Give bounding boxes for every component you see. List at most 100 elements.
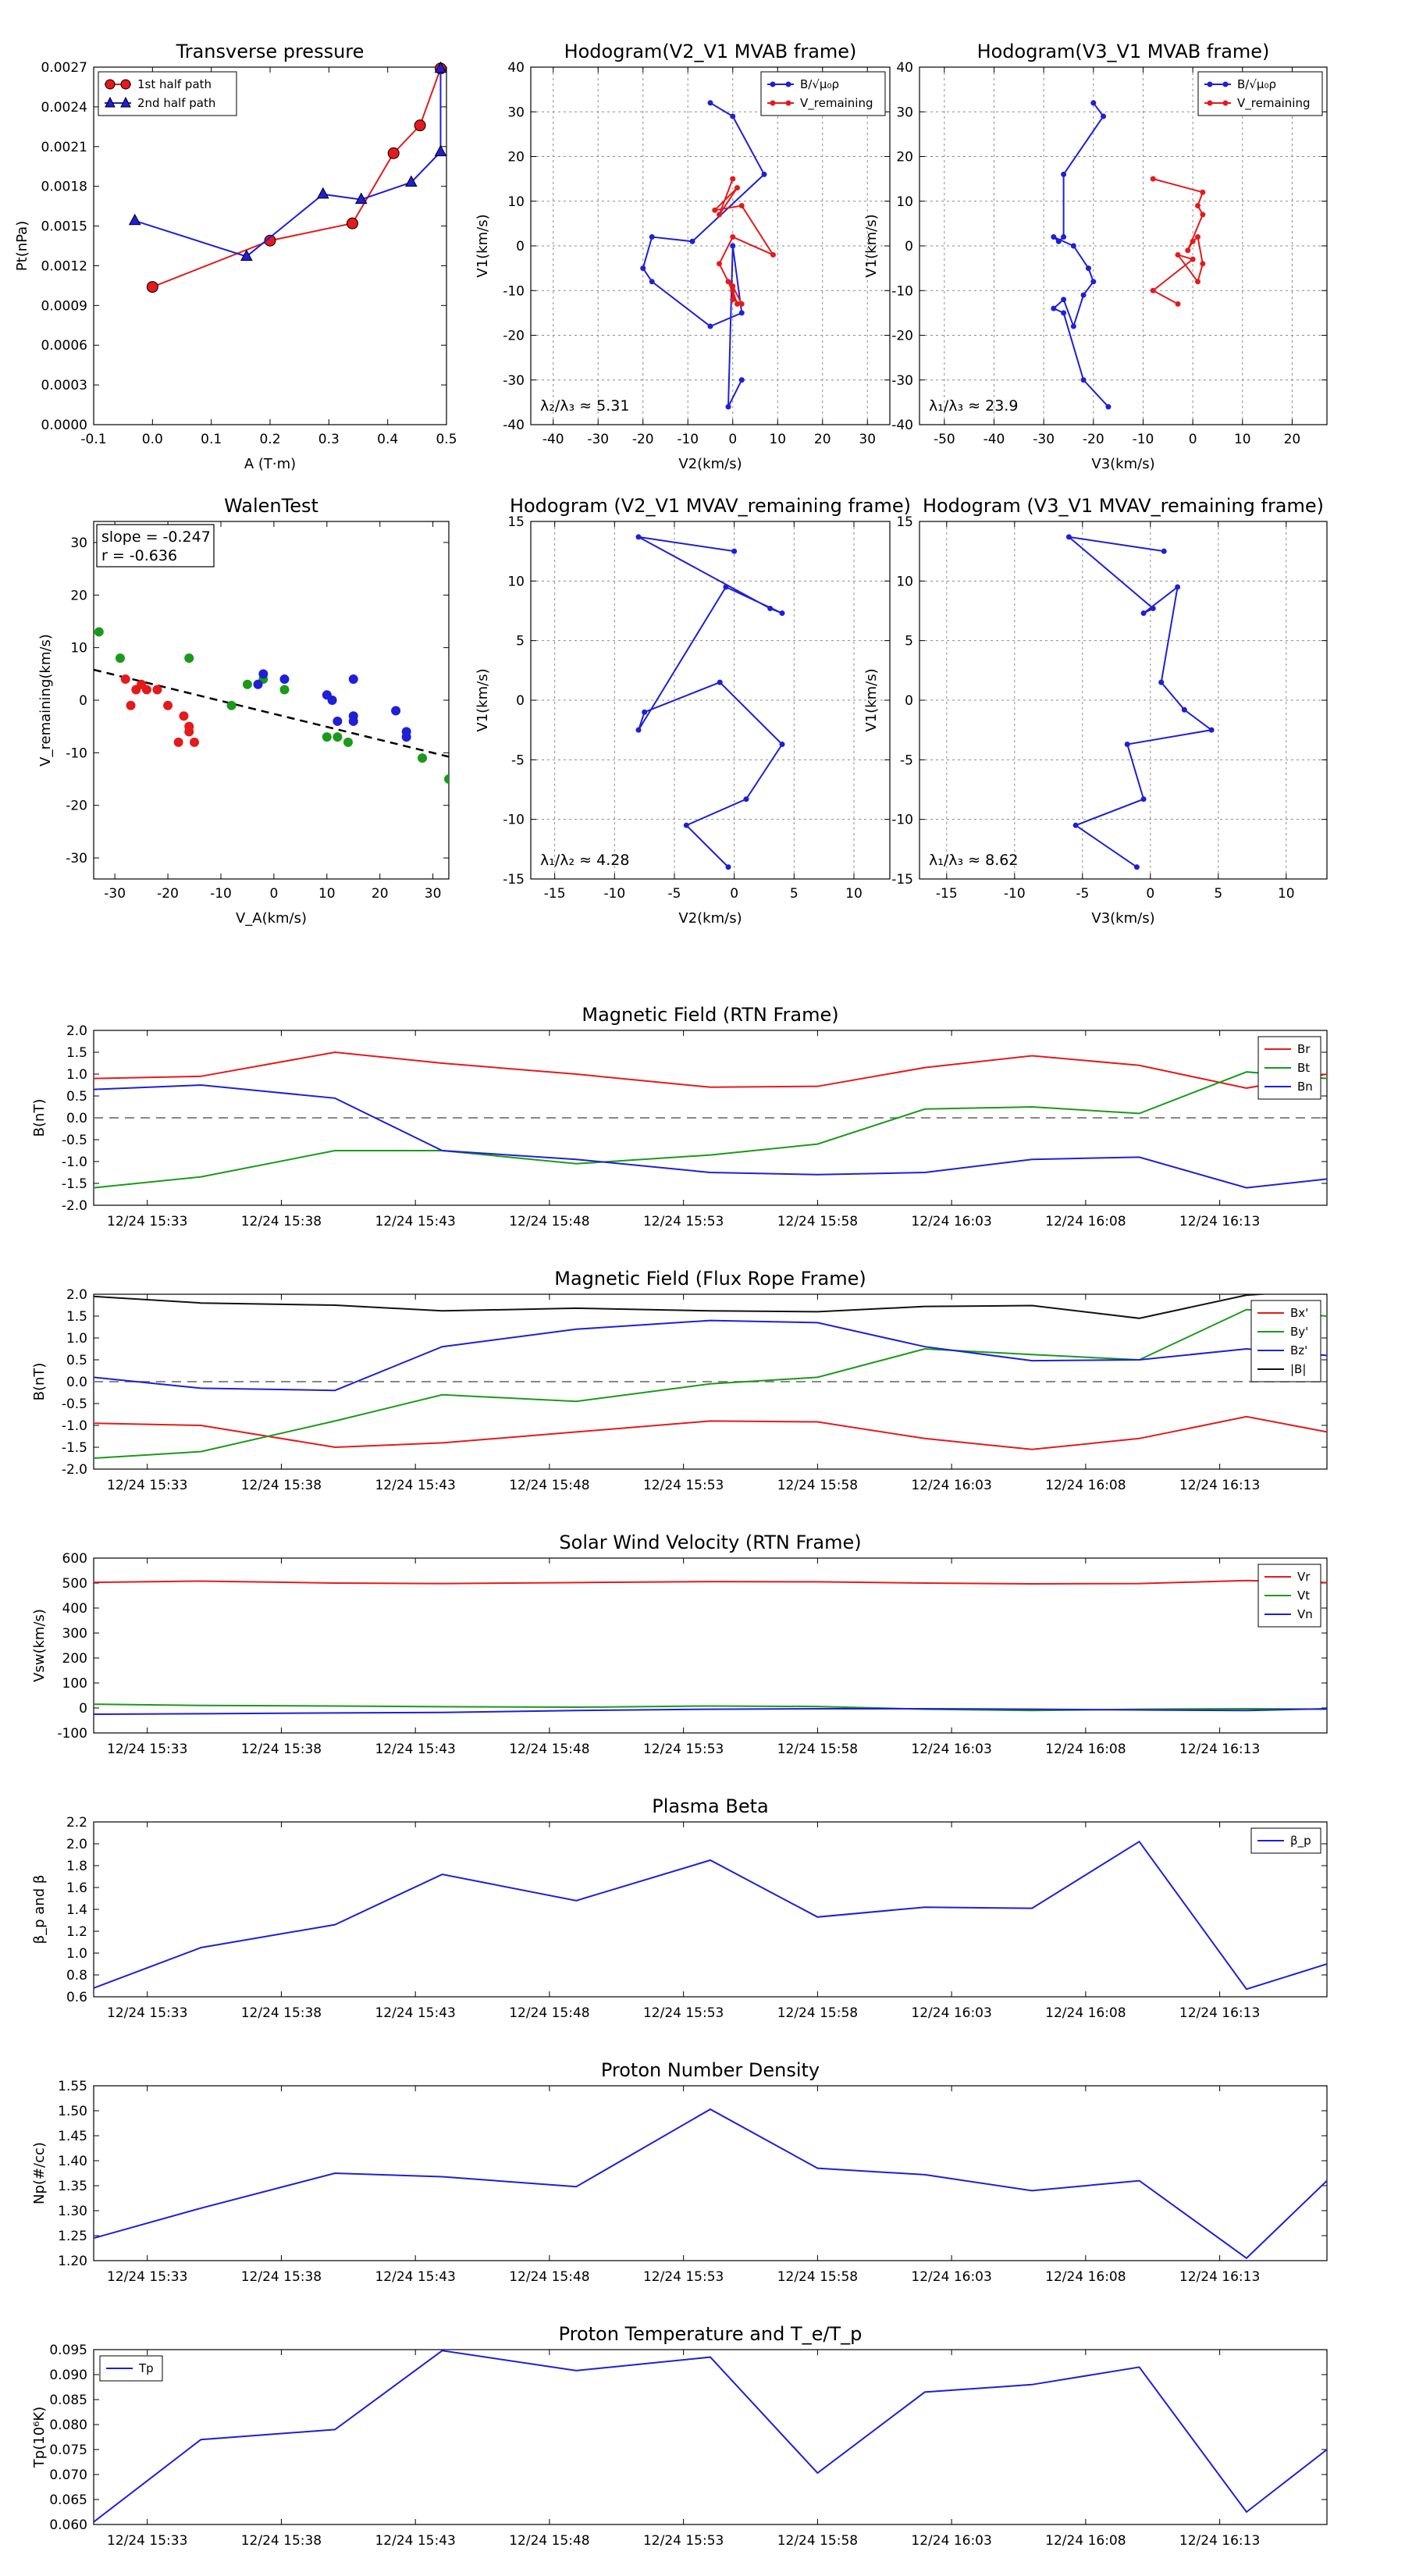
ytick-label-9-6: 1.8 bbox=[66, 1859, 87, 1874]
legend-label-6-0: Br bbox=[1297, 1042, 1311, 1056]
ytick-label-2-0: -40 bbox=[891, 418, 913, 433]
ytick-label-1-2: -20 bbox=[503, 329, 525, 344]
ytick-label-2-4: 0 bbox=[905, 239, 913, 254]
chart-3: -30 -20 -10 0 10 20 30 -30 -20 -10 0 10 20 30 WalenTes… bbox=[37, 495, 450, 927]
chart-title-8: Solar Wind Velocity (RTN Frame) bbox=[559, 1532, 861, 1553]
ytick-label-7-4: 0.0 bbox=[66, 1375, 87, 1390]
legend-label-8-0: Vr bbox=[1297, 1570, 1311, 1584]
xtick-label-1-7: 30 bbox=[859, 432, 876, 447]
point-3-1-8 bbox=[333, 732, 343, 742]
ytick-label-10-7: 1.55 bbox=[58, 2079, 87, 2094]
ytick-label-8-4: 300 bbox=[62, 1626, 87, 1642]
chart-0: -0.1 0.0 0.1 0.2 0.3 0.4 0.5 0.0000 0.0003 0.0006… bbox=[14, 41, 457, 472]
ytick-label-5-3: 0 bbox=[905, 693, 913, 709]
chart-title-2: Hodogram(V3_V1 MVAB frame) bbox=[977, 41, 1270, 62]
point-2-1-0 bbox=[1150, 176, 1156, 182]
series-line-8-0 bbox=[94, 1579, 1327, 1585]
point-3-1-0 bbox=[94, 627, 104, 637]
chart-5: -15 -10 -5 0 5 10 -15 -10 -5 0 5 10 15 Hodogram (V3_V… bbox=[863, 495, 1328, 927]
point-1-1-10 bbox=[725, 279, 731, 285]
ytick-label-6-5: 0.5 bbox=[66, 1089, 87, 1105]
x-axis-label-5: V3(km/s) bbox=[1091, 910, 1154, 927]
xtick-label-0-3: 0.2 bbox=[259, 432, 280, 447]
ytick-label-6-2: -1.0 bbox=[62, 1155, 87, 1170]
point-2-0-12 bbox=[1051, 305, 1057, 311]
series-line-6-0 bbox=[94, 1051, 1327, 1089]
legend-marker-1-0b bbox=[785, 81, 791, 87]
point-4-0-0 bbox=[731, 548, 738, 554]
legend-label-6-2: Bn bbox=[1297, 1080, 1313, 1094]
xtick-label-7-8: 12/24 16:13 bbox=[1179, 1478, 1260, 1493]
xtick-label-5-5: 10 bbox=[1278, 886, 1295, 902]
point-4-0-2 bbox=[767, 605, 774, 611]
xtick-label-11-4: 12/24 15:53 bbox=[643, 2533, 724, 2549]
ytick-label-9-8: 2.2 bbox=[66, 1815, 87, 1831]
point-2-0-0 bbox=[1090, 100, 1097, 106]
point-1-0-9 bbox=[730, 243, 736, 249]
ytick-label-11-0: 0.060 bbox=[49, 2517, 87, 2533]
xtick-label-2-7: 20 bbox=[1284, 432, 1301, 447]
ytick-label-8-3: 200 bbox=[62, 1651, 87, 1667]
legend-label-1-1: V_remaining bbox=[800, 96, 873, 111]
point-2-1-3 bbox=[1200, 212, 1206, 218]
ytick-label-7-5: 0.5 bbox=[66, 1353, 87, 1368]
chart-10: 12/24 15:33 12/24 15:38 12/24 15:43 12/24 1… bbox=[31, 2059, 1328, 2285]
legend-label-8-1: Vt bbox=[1297, 1589, 1310, 1603]
xtick-label-7-4: 12/24 15:53 bbox=[643, 1478, 724, 1493]
point-3-2-5 bbox=[333, 716, 343, 726]
xtick-label-1-2: -20 bbox=[632, 432, 654, 447]
point-3-2-6 bbox=[348, 674, 358, 685]
xtick-label-11-0: 12/24 15:33 bbox=[107, 2533, 187, 2549]
xtick-label-3-3: 0 bbox=[269, 886, 278, 902]
point-3-0-2 bbox=[141, 685, 151, 695]
point-2-0-4 bbox=[1055, 238, 1062, 244]
point-1-1-11 bbox=[730, 283, 736, 290]
ytick-label-2-1: -30 bbox=[891, 373, 913, 389]
xtick-label-8-8: 12/24 16:13 bbox=[1179, 1742, 1260, 1757]
annotation-5: λ₁/λ₃ ≈ 8.62 bbox=[929, 852, 1018, 869]
series-line-6-2 bbox=[94, 1083, 1327, 1189]
xtick-label-0-6: 0.5 bbox=[436, 432, 457, 447]
point-1-1-0 bbox=[730, 176, 736, 182]
axes-frame-8 bbox=[93, 1557, 1328, 1734]
series-line-2-0 bbox=[1052, 102, 1109, 407]
point-4-0-3 bbox=[779, 610, 785, 617]
xtick-label-4-4: 5 bbox=[790, 886, 799, 902]
ytick-label-3-5: 20 bbox=[70, 588, 87, 603]
y-axis-label-5: V1(km/s) bbox=[863, 668, 880, 731]
point-3-2-8 bbox=[348, 716, 358, 726]
xtick-label-9-4: 12/24 15:53 bbox=[643, 2005, 724, 2021]
ytick-label-7-3: -0.5 bbox=[62, 1397, 87, 1412]
xtick-label-7-6: 12/24 16:03 bbox=[911, 1478, 991, 1493]
ytick-label-5-4: 5 bbox=[905, 634, 913, 649]
chart-6: 12/24 15:33 12/24 15:38 12/24 15:43 12/24 1… bbox=[31, 1004, 1328, 1229]
xtick-label-10-4: 12/24 15:53 bbox=[643, 2269, 724, 2285]
ytick-label-4-6: 15 bbox=[507, 514, 525, 530]
ytick-label-0-2: 0.0006 bbox=[41, 338, 87, 354]
point-2-0-15 bbox=[1105, 404, 1112, 410]
ytick-label-7-6: 1.0 bbox=[66, 1331, 87, 1347]
ytick-label-9-4: 1.4 bbox=[66, 1902, 87, 1918]
legend-marker-2-1 bbox=[1207, 100, 1213, 106]
ytick-label-11-1: 0.065 bbox=[49, 2492, 87, 2508]
ytick-label-9-1: 0.8 bbox=[66, 1968, 87, 1984]
ytick-label-7-1: -1.5 bbox=[62, 1440, 87, 1456]
series-line-9-0 bbox=[94, 1840, 1327, 1991]
point-1-0-8 bbox=[738, 310, 745, 316]
xtick-label-10-5: 12/24 15:58 bbox=[777, 2269, 858, 2285]
legend-label-11-0: Tp bbox=[138, 2361, 154, 2375]
point-0-1-1 bbox=[240, 249, 253, 262]
xtick-label-6-5: 12/24 15:58 bbox=[777, 1214, 858, 1229]
chart-title-7: Magnetic Field (Flux Rope Frame) bbox=[554, 1268, 866, 1290]
chart-title-6: Magnetic Field (RTN Frame) bbox=[582, 1004, 838, 1026]
ytick-label-0-6: 0.0018 bbox=[41, 180, 87, 195]
point-1-1-1 bbox=[717, 212, 722, 218]
legend-label-7-0: Bx' bbox=[1290, 1306, 1308, 1320]
xtick-label-6-0: 12/24 15:33 bbox=[107, 1214, 187, 1229]
chart-title-4: Hodogram (V2_V1 MVAV_remaining frame) bbox=[510, 495, 911, 517]
point-0-0-3 bbox=[387, 147, 400, 159]
point-2-0-1 bbox=[1101, 113, 1107, 119]
point-3-2-9 bbox=[391, 706, 401, 716]
axes-frame-10 bbox=[93, 2085, 1328, 2261]
ytick-label-6-3: -0.5 bbox=[62, 1133, 87, 1148]
